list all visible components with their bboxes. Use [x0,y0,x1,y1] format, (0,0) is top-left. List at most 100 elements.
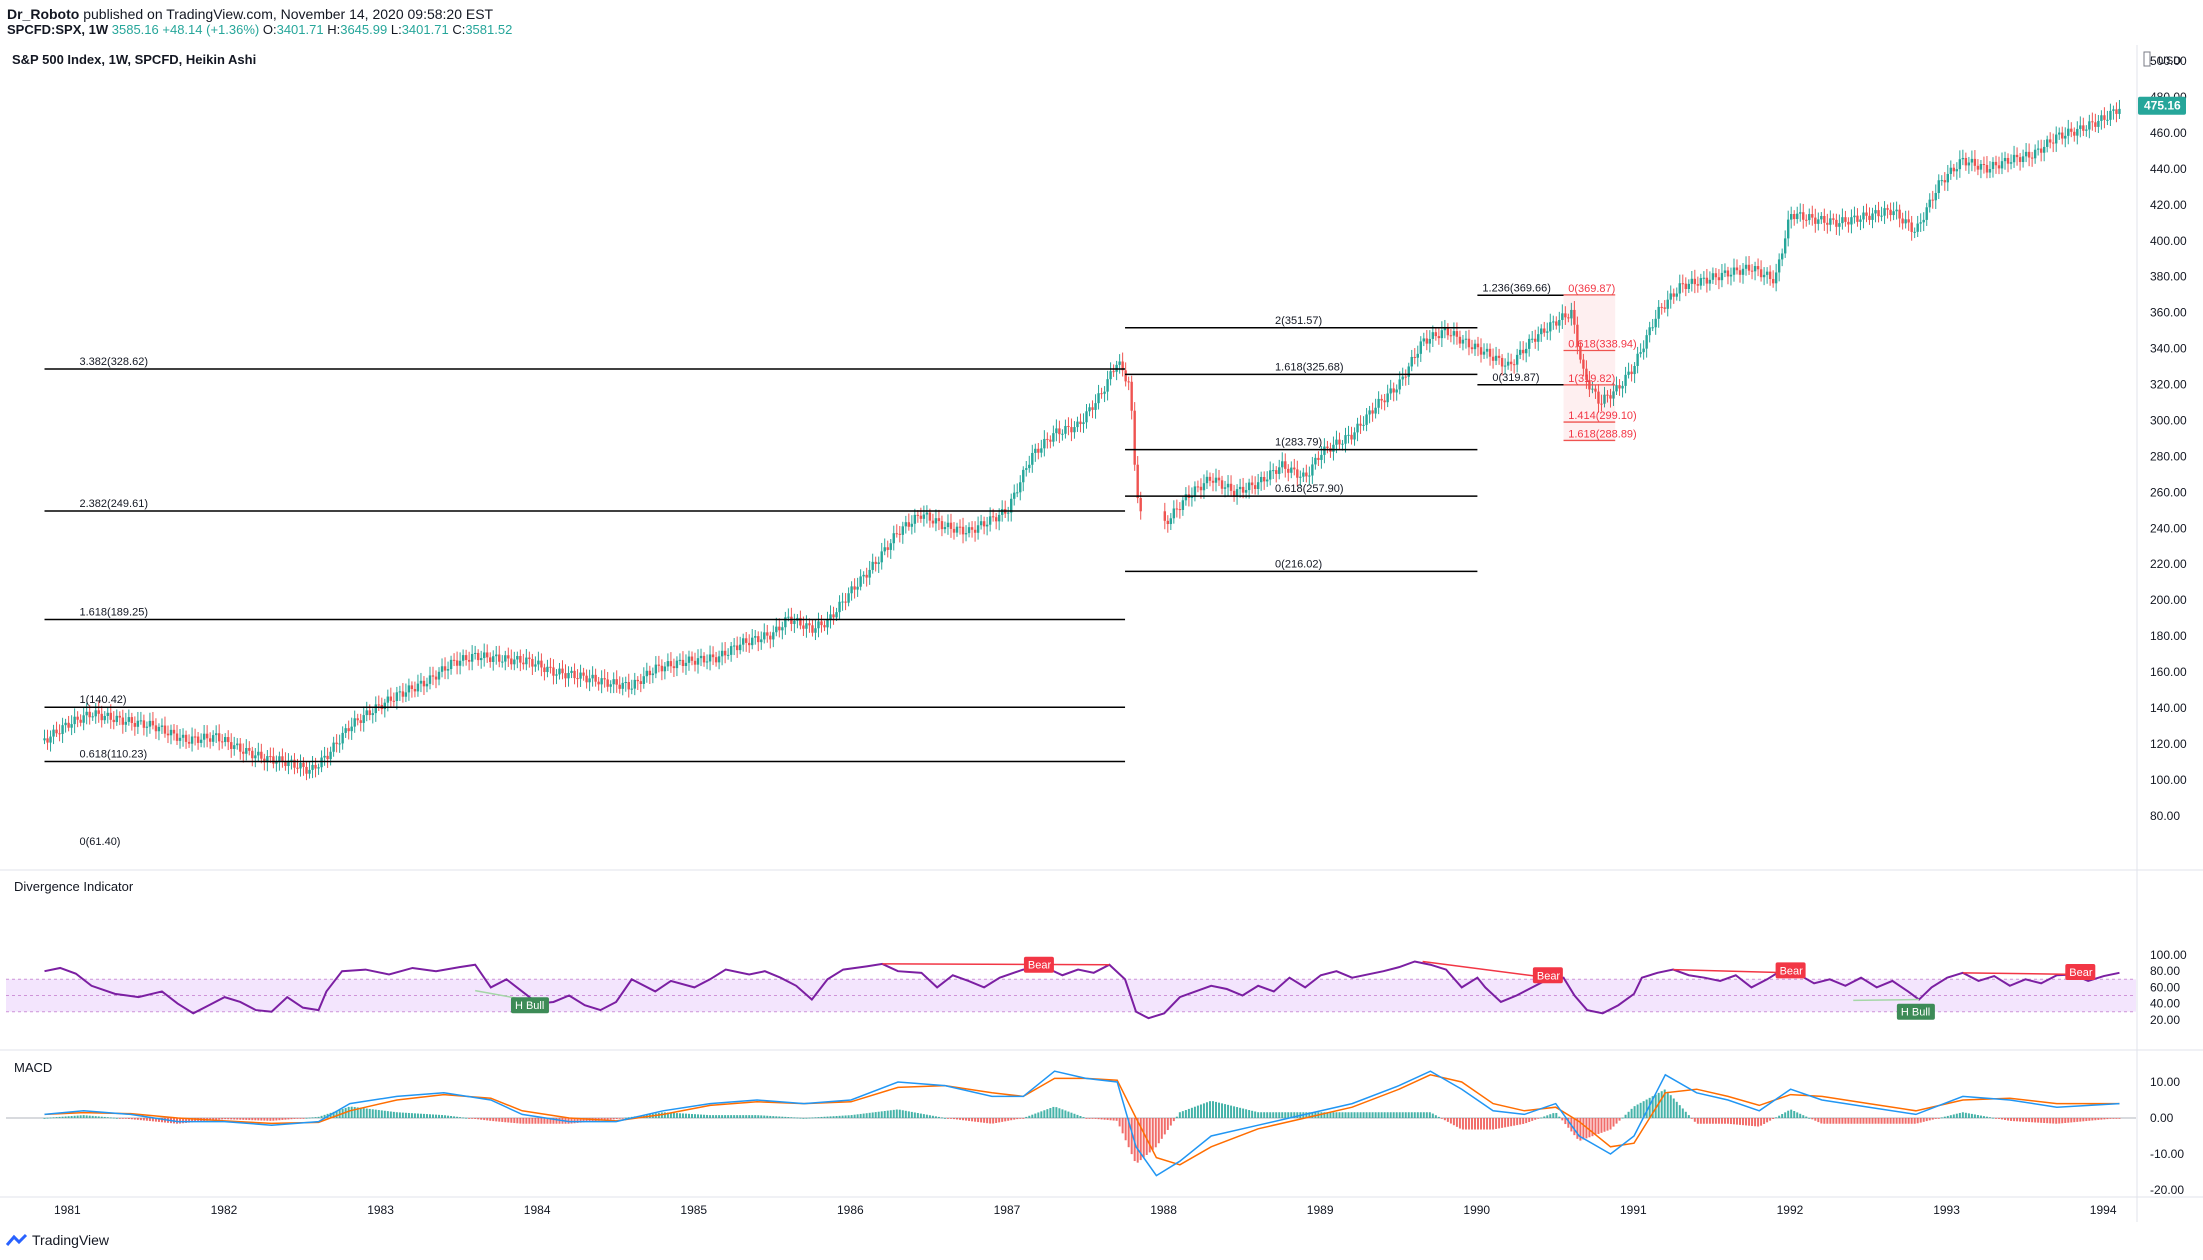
macd-histogram-bar [748,1115,751,1118]
symbol-name: SPCFD:SPX, 1W [7,22,109,37]
macd-histogram-bar [555,1118,558,1124]
candle-body [1675,293,1678,297]
candle-body [814,628,817,633]
candle-body [305,766,308,774]
macd-histogram-bar [775,1116,778,1118]
macd-histogram-bar [1672,1098,1675,1118]
macd-histogram-bar [43,1118,46,1119]
macd-histogram-bar [1380,1112,1383,1118]
candle-body [1696,284,1700,286]
candle-body [1278,467,1281,474]
candle-body [850,586,853,594]
macd-histogram-bar [2118,1118,2121,1119]
fib-red-label: 0(369.87) [1568,283,1615,295]
candle-body [868,569,871,578]
candle-body [2012,154,2016,163]
macd-histogram-bar [127,1118,130,1119]
candle-body [1025,468,1028,470]
macd-histogram-bar [1248,1110,1251,1118]
macd-histogram-bar [1311,1112,1314,1118]
macd-histogram-bar [1362,1112,1365,1118]
macd-histogram-bar [784,1116,787,1118]
macd-histogram-bar [1735,1118,1738,1125]
macd-histogram-bar [1705,1118,1708,1124]
candle-body [1636,353,1639,366]
author-name[interactable]: Dr_Roboto [7,6,80,22]
macd-histogram-bar [1067,1111,1070,1118]
candle-body [1585,368,1588,380]
macd-histogram-bar [1308,1112,1311,1118]
candle-body [949,522,953,529]
candle-body [1759,269,1763,278]
macd-histogram-bar [251,1118,254,1121]
candle-body [928,512,932,521]
macd-histogram-bar [1106,1118,1109,1120]
macd-histogram-bar [2043,1118,2046,1123]
macd-histogram-bar [317,1116,320,1118]
candle-body [1684,283,1687,289]
candle-body [684,662,688,666]
macd-histogram-bar [278,1118,281,1121]
macd-histogram-bar [862,1113,865,1118]
macd-histogram-bar [374,1109,377,1118]
candle-body [1302,472,1305,477]
macd-histogram-bar [1717,1118,1720,1124]
candle-body [1780,253,1784,260]
candle-body [1958,159,1962,170]
osc-y-tick: 40.00 [2150,997,2180,1011]
main-y-tick: 500.00 [2150,54,2187,68]
macd-histogram-bar [474,1118,477,1119]
tradingview-logo[interactable]: TradingView [6,1232,109,1248]
macd-histogram-bar [663,1112,666,1118]
macd-histogram-bar [672,1112,675,1118]
macd-histogram-bar [2019,1118,2022,1122]
candle-body [193,736,197,738]
macd-histogram-bar [865,1113,868,1118]
macd-histogram-bar [1118,1118,1121,1127]
macd-histogram-bar [675,1113,678,1118]
candle-body [585,675,588,683]
macd-histogram-bar [2022,1118,2025,1122]
macd-histogram-bar [1522,1118,1525,1124]
candle-body [320,757,323,768]
candle-body [1877,210,1880,217]
candle-body [1567,317,1570,319]
candle-body [2091,121,2094,123]
main-y-tick: 160.00 [2150,665,2187,679]
candle-body [1934,193,1937,201]
macd-histogram-bar [1025,1116,1028,1118]
macd-histogram-bar [2082,1118,2085,1122]
candle-body [1359,423,1362,426]
candle-body [1720,272,1724,281]
candle-body [603,678,606,680]
candle-body [504,655,507,662]
macd-histogram-bar [1395,1112,1398,1118]
macd-histogram-bar [1838,1118,1841,1124]
candle-body [43,738,46,741]
divergence-line [882,963,1110,966]
candle-body [1377,398,1380,408]
macd-histogram-bar [441,1115,444,1118]
candle-body [1118,361,1121,365]
macd-histogram-bar [946,1118,949,1119]
candle-body [648,670,652,676]
candle-body [239,743,242,752]
macd-histogram-bar [266,1118,269,1121]
candle-body [2018,157,2022,163]
macd-histogram-bar [1660,1091,1663,1118]
macd-histogram-bar [1001,1118,1004,1122]
candle-body [1503,365,1507,367]
macd-histogram-bar [859,1113,862,1118]
candle-body [1244,490,1248,493]
candle-body [1844,217,1847,222]
macd-histogram-bar [1236,1107,1239,1118]
candle-body [121,717,125,725]
candle-body [434,676,438,680]
candle-body [217,733,221,742]
macd-histogram-bar [2073,1118,2076,1123]
osc-y-tick: 20.00 [2150,1013,2180,1027]
macd-histogram-bar [892,1109,895,1118]
candle-body [1265,479,1269,482]
macd-histogram-bar [212,1118,215,1121]
